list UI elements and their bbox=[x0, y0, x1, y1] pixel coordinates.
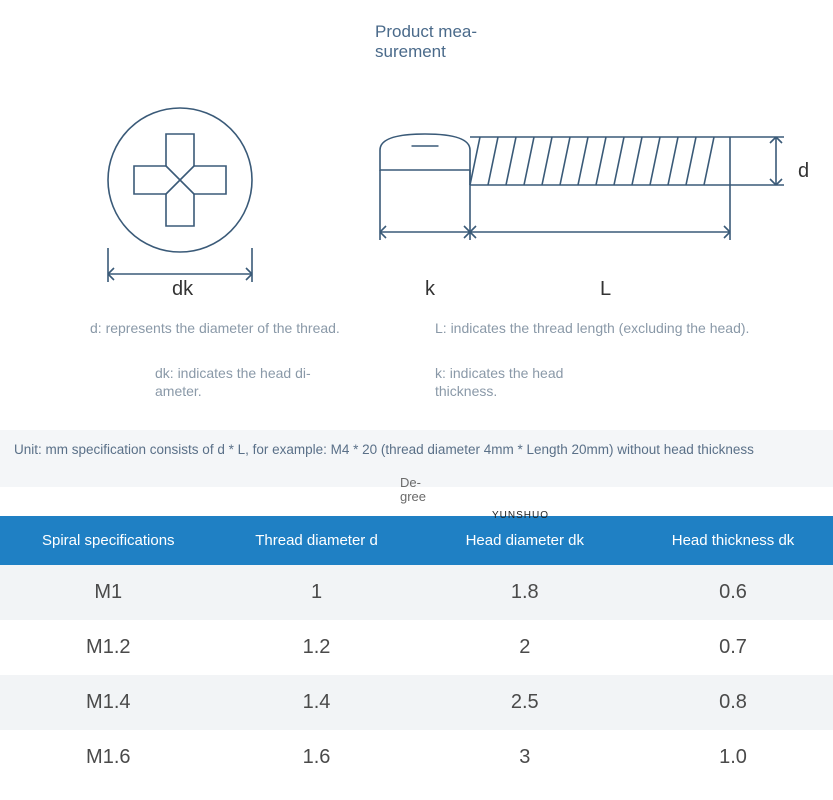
table-cell: M1 bbox=[0, 565, 217, 620]
legend-d: d: represents the diameter of the thread… bbox=[90, 320, 370, 338]
table-cell: 2 bbox=[416, 620, 633, 675]
label-dk: dk bbox=[172, 278, 193, 301]
table-row: M1.61.631.0 bbox=[0, 730, 833, 785]
table-row: M1.41.42.50.8 bbox=[0, 675, 833, 730]
watermark: YUNSHUO bbox=[492, 510, 549, 521]
table-cell: M1.4 bbox=[0, 675, 217, 730]
table-header-cell: Head diameter dk bbox=[416, 516, 633, 565]
table-cell: 1.6 bbox=[217, 730, 417, 785]
legend-dk: dk: indicates the head di-ameter. bbox=[155, 365, 355, 400]
legend-L: L: indicates the thread length (excludin… bbox=[435, 320, 795, 338]
table-header-cell: Thread diameter d bbox=[217, 516, 417, 565]
spec-table: Spiral specificationsThread diameter dHe… bbox=[0, 516, 833, 785]
table-header-row: Spiral specificationsThread diameter dHe… bbox=[0, 516, 833, 565]
table-cell: 0.6 bbox=[633, 565, 833, 620]
legend-k: k: indicates the headthickness. bbox=[435, 365, 635, 400]
degree-label: De-gree bbox=[400, 476, 450, 503]
table-cell: 0.8 bbox=[633, 675, 833, 730]
table-cell: 0.7 bbox=[633, 620, 833, 675]
label-d: d bbox=[798, 160, 809, 183]
measurement-diagram bbox=[0, 80, 833, 310]
table-cell: 1.2 bbox=[217, 620, 417, 675]
table-cell: 1.4 bbox=[217, 675, 417, 730]
table-cell: 1.8 bbox=[416, 565, 633, 620]
table-header-cell: Spiral specifications bbox=[0, 516, 217, 565]
table-cell: M1.2 bbox=[0, 620, 217, 675]
table-cell: M1.6 bbox=[0, 730, 217, 785]
page-title: Product mea-surement bbox=[375, 22, 505, 61]
label-k: k bbox=[425, 278, 435, 301]
table-row: M111.80.6 bbox=[0, 565, 833, 620]
table-cell: 2.5 bbox=[416, 675, 633, 730]
table-row: M1.21.220.7 bbox=[0, 620, 833, 675]
table-cell: 1.0 bbox=[633, 730, 833, 785]
table-cell: 3 bbox=[416, 730, 633, 785]
table-header-cell: Head thickness dk bbox=[633, 516, 833, 565]
table-cell: 1 bbox=[217, 565, 417, 620]
label-L: L bbox=[600, 278, 611, 301]
